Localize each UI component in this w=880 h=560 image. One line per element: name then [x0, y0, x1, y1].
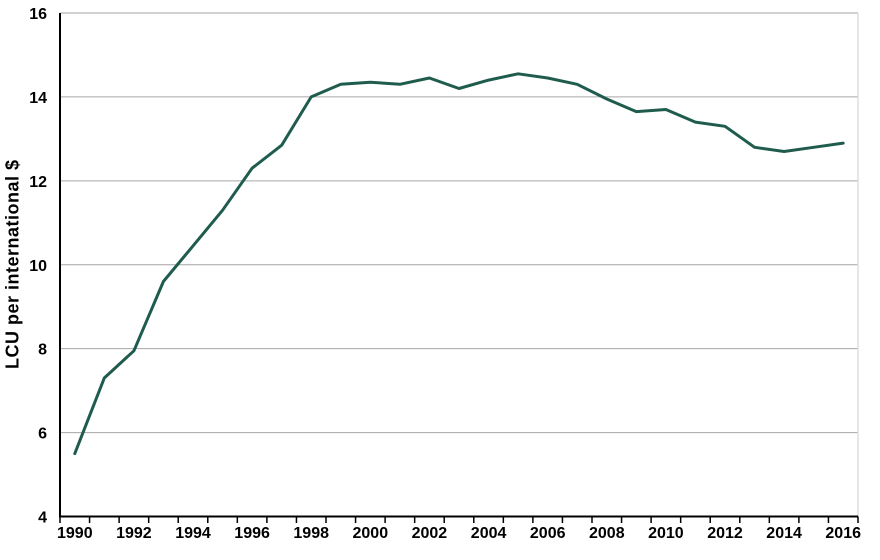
y-tick-label: 16: [29, 6, 47, 23]
x-tick-label: 2006: [530, 525, 566, 542]
y-tick-label: 10: [29, 258, 47, 275]
y-tick-label: 12: [29, 174, 47, 191]
x-tick-label: 2004: [471, 525, 507, 542]
x-tick-label: 2002: [412, 525, 448, 542]
x-tick-label: 2000: [353, 525, 389, 542]
y-tick-label: 14: [29, 90, 47, 107]
x-tick-label: 1996: [234, 525, 270, 542]
x-tick-label: 1992: [116, 525, 152, 542]
y-tick-label: 6: [38, 426, 47, 443]
x-tick-label: 2014: [766, 525, 802, 542]
x-tick-label: 2012: [707, 525, 743, 542]
data-line: [73, 72, 845, 456]
x-tick-label: 2010: [648, 525, 684, 542]
y-tick-label: 4: [38, 510, 47, 527]
x-tick-label: 2008: [589, 525, 625, 542]
y-tick-label: 8: [38, 342, 47, 359]
x-tick-label: 1994: [175, 525, 211, 542]
x-tick-label: 1998: [293, 525, 329, 542]
x-tick-label: 1990: [57, 525, 93, 542]
x-tick-label: 2016: [825, 525, 861, 542]
